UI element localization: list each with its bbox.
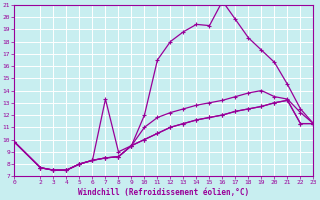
X-axis label: Windchill (Refroidissement éolien,°C): Windchill (Refroidissement éolien,°C) xyxy=(78,188,250,197)
